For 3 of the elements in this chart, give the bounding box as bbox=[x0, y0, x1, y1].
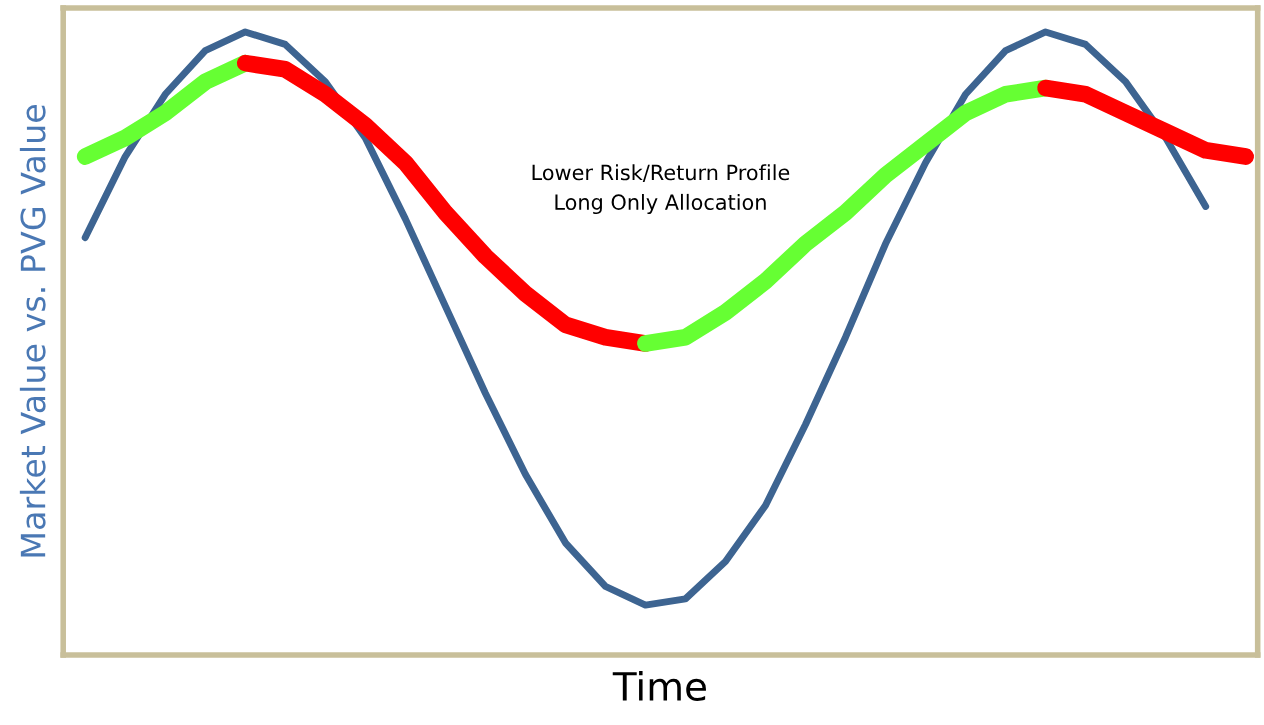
y-axis-title: Market Value vs. PVG Value bbox=[19, 105, 46, 557]
annotation: Lower Risk/Return Profile Long Only Allocation bbox=[532, 164, 790, 215]
x-axis-title: Time bbox=[612, 670, 706, 702]
